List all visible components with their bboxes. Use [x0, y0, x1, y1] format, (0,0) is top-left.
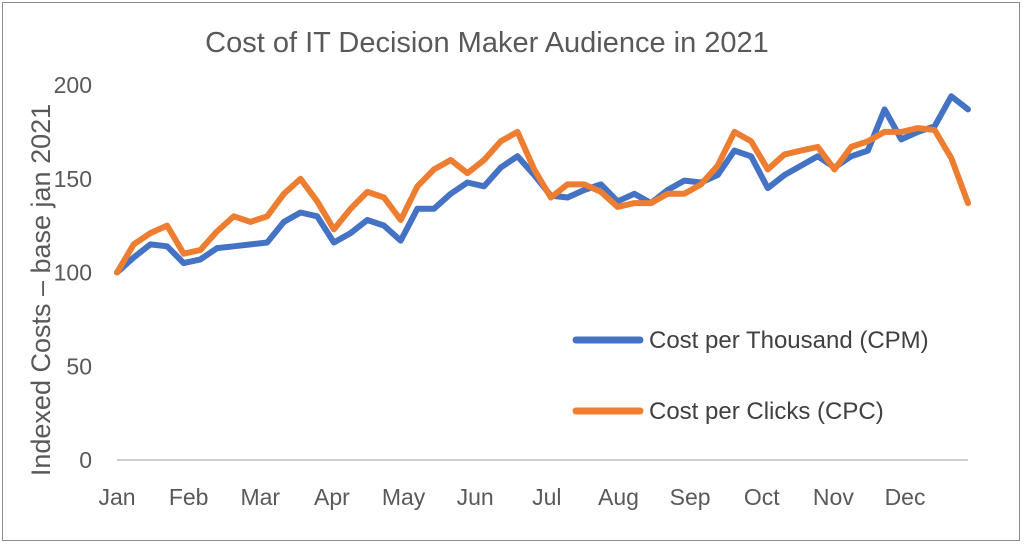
- x-tick-labels: Jan Feb Mar Apr May Jun Jul Aug Sep Oct Nov Dec: [98, 484, 925, 510]
- y-tick-label: 100: [54, 260, 92, 286]
- x-tick-label: May: [382, 484, 426, 510]
- y-axis-label: Indexed Costs – base jan 2021: [26, 104, 56, 476]
- y-tick-label: 50: [66, 353, 92, 379]
- chart-title: Cost of IT Decision Maker Audience in 20…: [205, 27, 769, 59]
- series-lines: [114, 93, 971, 276]
- x-tick-label: Dec: [885, 484, 926, 510]
- y-tick-label: 200: [54, 72, 92, 98]
- x-tick-label: Apr: [314, 484, 350, 510]
- x-tick-label: Nov: [813, 484, 854, 510]
- x-tick-label: Sep: [670, 484, 711, 510]
- legend-label-cpm: Cost per Thousand (CPM): [649, 327, 929, 354]
- y-tick-label: 150: [54, 166, 92, 192]
- legend-label-cpc: Cost per Clicks (CPC): [649, 398, 884, 425]
- series-line-cpc: [114, 125, 971, 276]
- legend: Cost per Thousand (CPM) Cost per Clicks …: [572, 327, 929, 425]
- x-tick-label: Oct: [744, 484, 780, 510]
- x-tick-label: Mar: [240, 484, 280, 510]
- x-tick-label: Feb: [169, 484, 209, 510]
- y-tick-labels: 0 50 100 150 200: [54, 72, 92, 473]
- x-tick-label: Jul: [532, 484, 561, 510]
- x-tick-label: Jun: [457, 484, 494, 510]
- x-tick-label: Aug: [598, 484, 639, 510]
- x-tick-label: Jan: [98, 484, 135, 510]
- y-tick-label: 0: [79, 447, 92, 473]
